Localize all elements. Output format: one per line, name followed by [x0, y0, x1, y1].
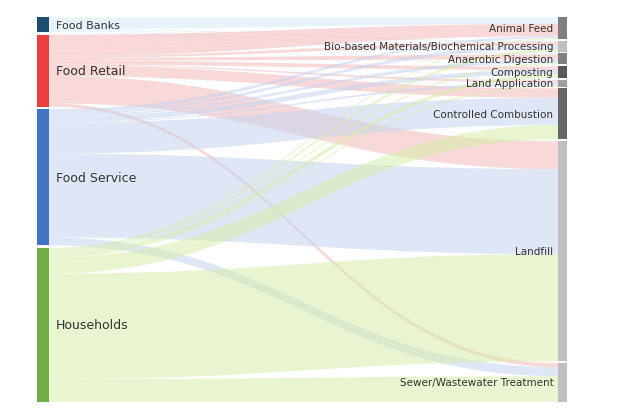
- Bar: [37, 36, 49, 108]
- Text: Anaerobic Digestion: Anaerobic Digestion: [448, 55, 553, 65]
- Text: Composting: Composting: [490, 68, 553, 78]
- Bar: [558, 142, 567, 362]
- Polygon shape: [49, 254, 558, 380]
- Bar: [558, 89, 567, 140]
- Polygon shape: [49, 43, 558, 59]
- Polygon shape: [49, 56, 558, 61]
- Polygon shape: [49, 61, 558, 117]
- Polygon shape: [49, 71, 558, 123]
- Bar: [558, 67, 567, 79]
- Polygon shape: [49, 99, 558, 154]
- Text: Landfill: Landfill: [515, 247, 553, 256]
- Text: Food Banks: Food Banks: [56, 21, 120, 31]
- Polygon shape: [49, 46, 558, 116]
- Polygon shape: [49, 238, 558, 376]
- Bar: [37, 18, 49, 33]
- Text: Food Service: Food Service: [56, 171, 137, 184]
- Polygon shape: [49, 376, 558, 402]
- Text: Households: Households: [56, 319, 129, 331]
- Bar: [558, 80, 567, 88]
- Polygon shape: [49, 61, 558, 71]
- Polygon shape: [49, 33, 558, 364]
- Polygon shape: [49, 154, 558, 254]
- Polygon shape: [49, 83, 558, 124]
- Bar: [558, 42, 567, 53]
- Polygon shape: [49, 75, 558, 257]
- Polygon shape: [49, 39, 558, 250]
- Polygon shape: [49, 31, 558, 67]
- Text: Controlled Combustion: Controlled Combustion: [434, 110, 553, 119]
- Polygon shape: [49, 50, 558, 252]
- Polygon shape: [49, 64, 558, 252]
- Text: Bio-based Materials/Biochemical Processing: Bio-based Materials/Biochemical Processi…: [324, 42, 553, 52]
- Polygon shape: [49, 65, 558, 83]
- Bar: [37, 110, 49, 246]
- Bar: [558, 54, 567, 65]
- Polygon shape: [49, 104, 558, 367]
- Polygon shape: [49, 77, 558, 170]
- Text: Animal Feed: Animal Feed: [489, 24, 553, 34]
- Polygon shape: [49, 32, 558, 89]
- Polygon shape: [49, 31, 558, 56]
- Bar: [558, 363, 567, 402]
- Polygon shape: [49, 33, 558, 142]
- Polygon shape: [49, 18, 558, 30]
- Text: Land Application: Land Application: [466, 79, 553, 89]
- Polygon shape: [49, 30, 558, 43]
- Bar: [37, 248, 49, 402]
- Polygon shape: [49, 37, 558, 113]
- Polygon shape: [49, 25, 558, 56]
- Text: Sewer/Wastewater Treatment: Sewer/Wastewater Treatment: [400, 378, 553, 387]
- Polygon shape: [49, 32, 558, 81]
- Polygon shape: [49, 66, 558, 99]
- Polygon shape: [49, 86, 558, 258]
- Polygon shape: [49, 126, 558, 274]
- Bar: [558, 18, 567, 40]
- Text: Food Retail: Food Retail: [56, 65, 125, 78]
